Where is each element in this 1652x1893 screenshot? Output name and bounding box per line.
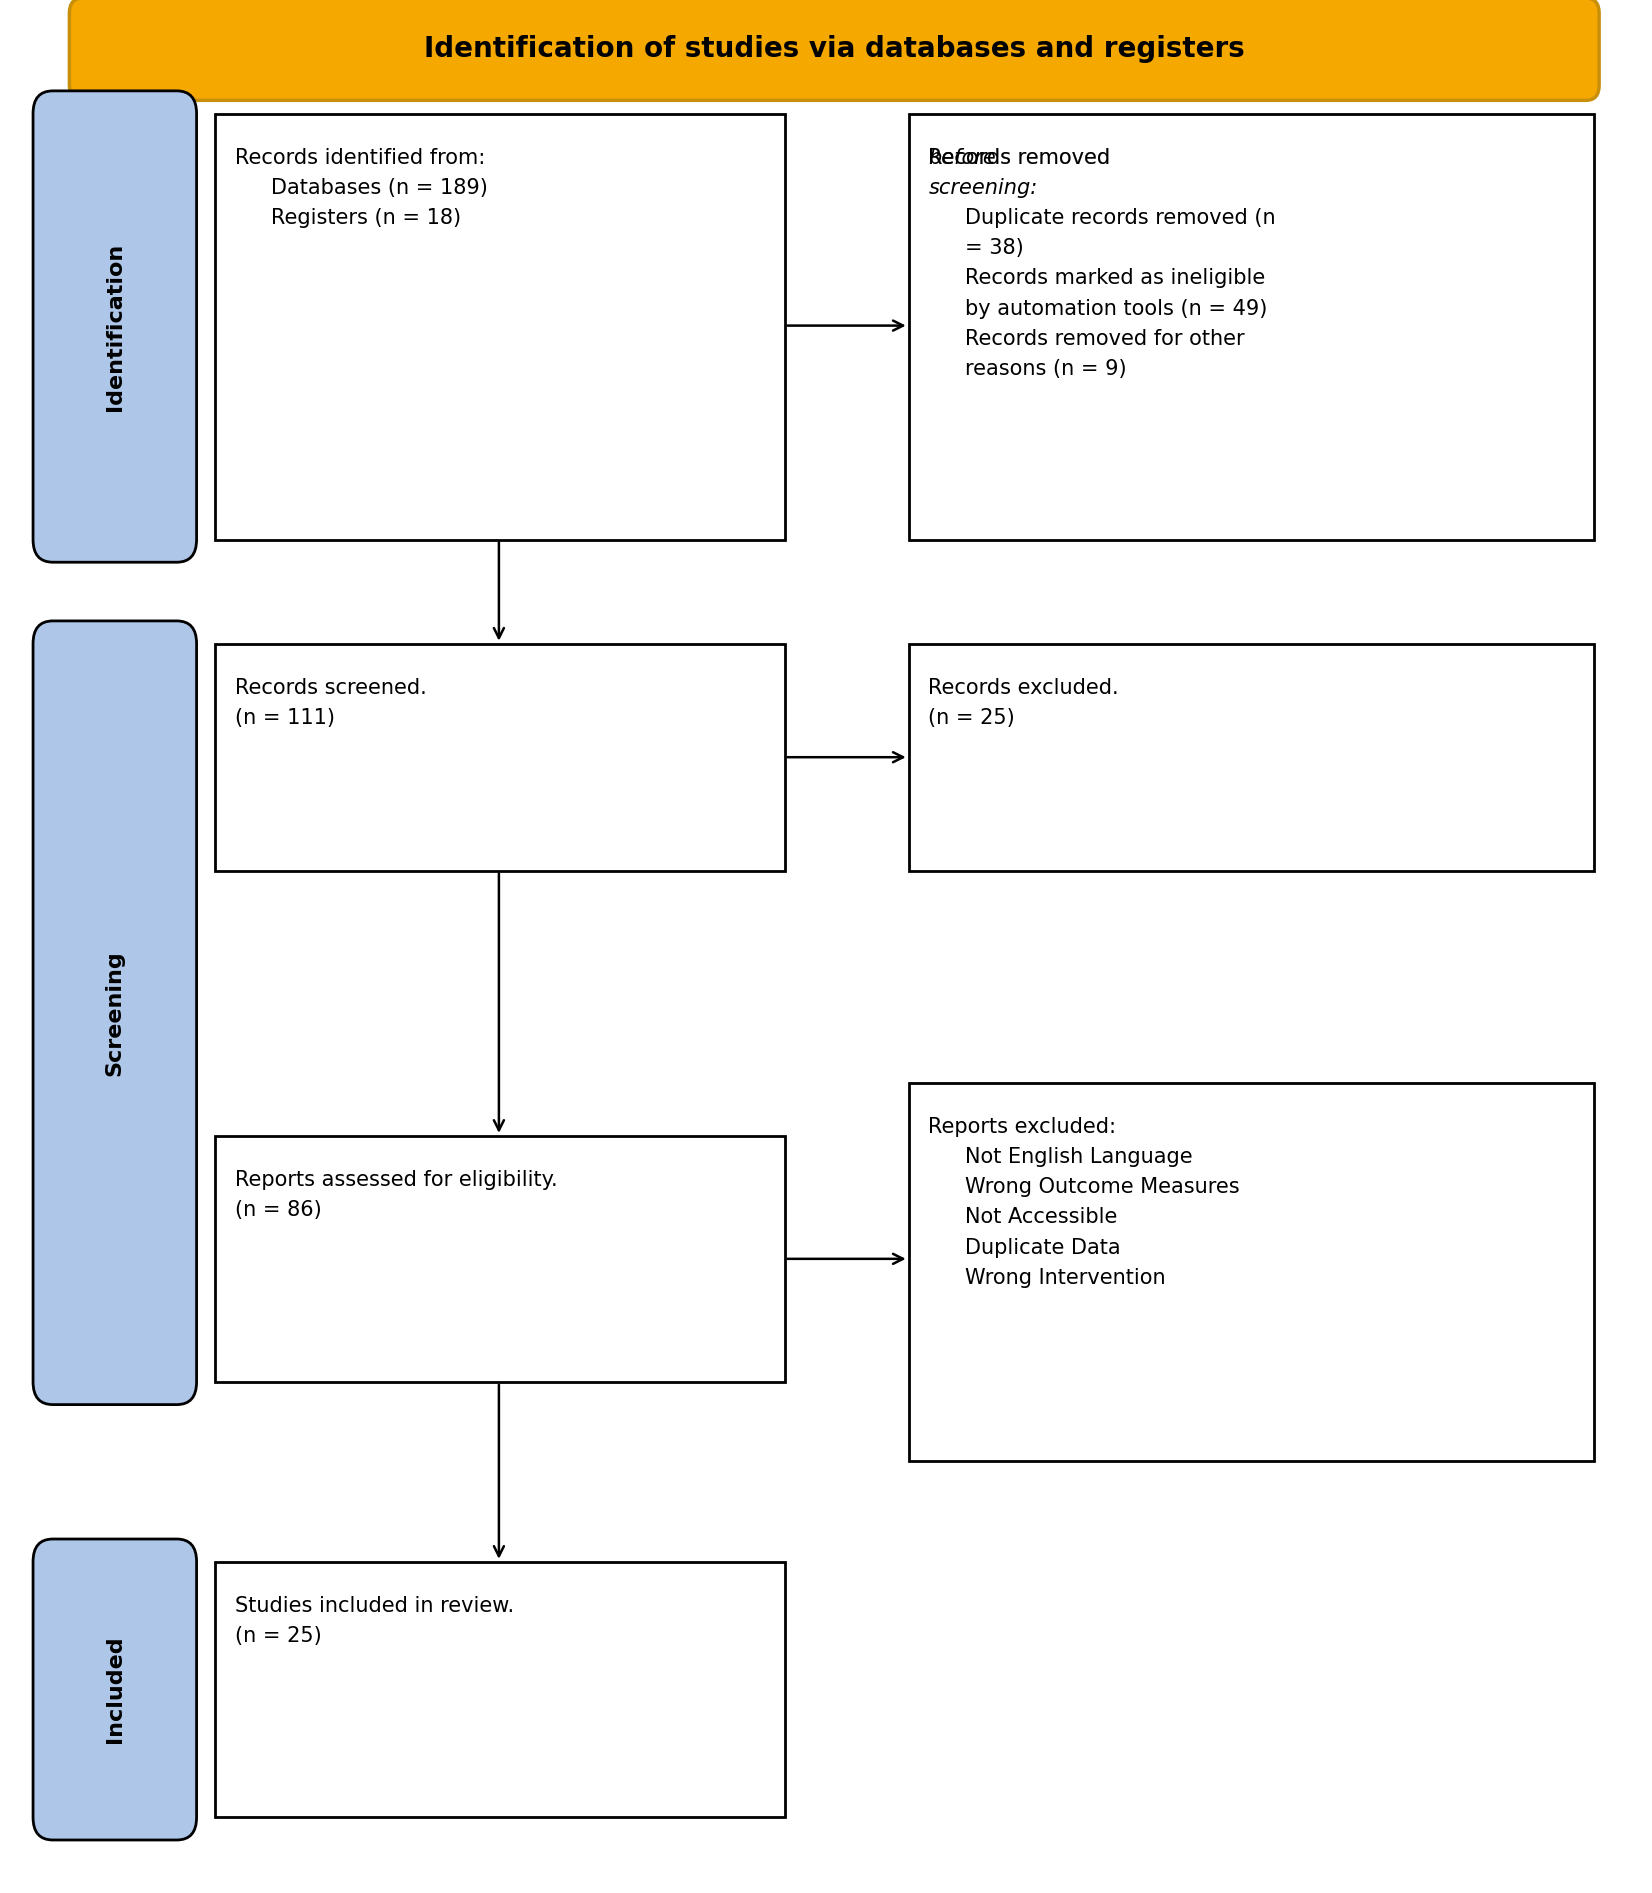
Text: Identification: Identification [104, 242, 126, 411]
FancyBboxPatch shape [215, 644, 785, 871]
Text: before: before [928, 148, 996, 168]
Text: = 38): = 38) [965, 239, 1024, 257]
FancyBboxPatch shape [69, 0, 1599, 100]
Text: Records excluded.: Records excluded. [928, 678, 1118, 699]
Text: Records marked as ineligible: Records marked as ineligible [965, 269, 1265, 288]
Text: Identification of studies via databases and registers: Identification of studies via databases … [425, 36, 1244, 62]
Text: Records removed: Records removed [928, 148, 1117, 168]
Text: by automation tools (n = 49): by automation tools (n = 49) [965, 299, 1267, 318]
Text: Registers (n = 18): Registers (n = 18) [271, 208, 461, 227]
FancyBboxPatch shape [33, 91, 197, 562]
Text: Not Accessible: Not Accessible [965, 1208, 1117, 1227]
FancyBboxPatch shape [215, 1562, 785, 1817]
Text: Records removed: Records removed [928, 148, 1117, 168]
Text: (n = 25): (n = 25) [235, 1626, 322, 1647]
Text: Records removed for other: Records removed for other [965, 329, 1244, 348]
Text: Included: Included [104, 1636, 126, 1743]
Text: Records removed ​before: Records removed ​before [928, 148, 1184, 168]
FancyBboxPatch shape [909, 644, 1594, 871]
Text: screening:: screening: [928, 178, 1037, 199]
FancyBboxPatch shape [33, 621, 197, 1405]
FancyBboxPatch shape [909, 1083, 1594, 1461]
Text: Records screened.: Records screened. [235, 678, 426, 699]
Text: Reports excluded:: Reports excluded: [928, 1117, 1117, 1138]
Text: (n = 86): (n = 86) [235, 1200, 322, 1221]
Text: Records identified from:: Records identified from: [235, 148, 484, 168]
Text: Duplicate records removed (n: Duplicate records removed (n [965, 208, 1275, 227]
FancyBboxPatch shape [215, 114, 785, 540]
Text: Wrong Intervention: Wrong Intervention [965, 1268, 1165, 1287]
Text: Reports assessed for eligibility.: Reports assessed for eligibility. [235, 1170, 557, 1191]
FancyBboxPatch shape [909, 114, 1594, 540]
FancyBboxPatch shape [33, 1539, 197, 1840]
Text: Screening: Screening [104, 950, 126, 1075]
Text: Duplicate Data: Duplicate Data [965, 1238, 1120, 1257]
Text: Wrong Outcome Measures: Wrong Outcome Measures [965, 1177, 1239, 1196]
Text: reasons (n = 9): reasons (n = 9) [965, 360, 1127, 379]
FancyBboxPatch shape [215, 1136, 785, 1382]
Text: Databases (n = 189): Databases (n = 189) [271, 178, 487, 199]
Text: Not English Language: Not English Language [965, 1147, 1193, 1168]
Text: (n = 111): (n = 111) [235, 708, 335, 729]
Text: Studies included in review.: Studies included in review. [235, 1596, 514, 1617]
Text: (n = 25): (n = 25) [928, 708, 1016, 729]
